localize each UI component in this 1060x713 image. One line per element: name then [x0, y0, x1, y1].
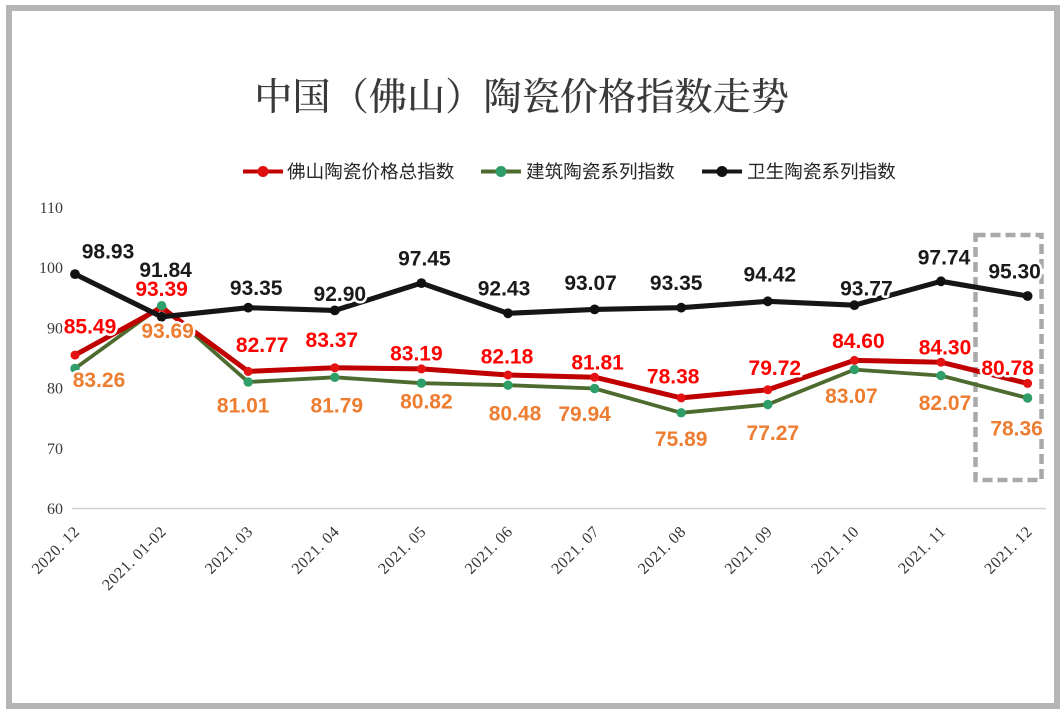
svg-text:94.42: 94.42 — [744, 264, 797, 287]
svg-text:83.37: 83.37 — [306, 329, 359, 352]
svg-text:85.49: 85.49 — [64, 316, 117, 339]
svg-text:92.90: 92.90 — [314, 283, 367, 306]
svg-text:60: 60 — [47, 501, 63, 518]
svg-text:77.27: 77.27 — [747, 422, 800, 445]
svg-text:81.01: 81.01 — [217, 394, 270, 417]
svg-text:95.30: 95.30 — [988, 260, 1041, 283]
svg-text:83.07: 83.07 — [825, 385, 878, 408]
svg-text:82.07: 82.07 — [919, 392, 972, 415]
svg-text:81.79: 81.79 — [311, 395, 364, 418]
svg-text:84.30: 84.30 — [919, 337, 972, 360]
svg-text:97.74: 97.74 — [918, 247, 971, 270]
svg-text:93.77: 93.77 — [840, 278, 893, 301]
svg-text:110: 110 — [40, 200, 63, 217]
svg-text:93.35: 93.35 — [650, 272, 703, 295]
svg-text:93.69: 93.69 — [141, 320, 194, 343]
svg-text:83.26: 83.26 — [73, 369, 126, 392]
svg-text:70: 70 — [47, 441, 63, 458]
svg-text:80.78: 80.78 — [981, 357, 1034, 380]
svg-text:79.72: 79.72 — [749, 357, 802, 380]
svg-text:82.77: 82.77 — [236, 334, 289, 357]
svg-text:97.45: 97.45 — [398, 248, 451, 271]
svg-text:80.82: 80.82 — [400, 391, 453, 414]
svg-text:90: 90 — [47, 320, 63, 337]
svg-text:78.36: 78.36 — [990, 417, 1043, 440]
svg-text:78.38: 78.38 — [647, 365, 700, 388]
svg-text:91.84: 91.84 — [139, 259, 192, 282]
svg-text:93.39: 93.39 — [135, 278, 188, 301]
svg-text:83.19: 83.19 — [390, 342, 443, 365]
svg-text:98.93: 98.93 — [82, 241, 135, 264]
svg-text:82.18: 82.18 — [481, 345, 534, 368]
svg-text:80: 80 — [47, 381, 63, 398]
svg-text:75.89: 75.89 — [655, 428, 708, 451]
svg-text:79.94: 79.94 — [558, 403, 611, 426]
svg-text:100: 100 — [39, 260, 63, 277]
svg-text:84.60: 84.60 — [832, 330, 885, 353]
svg-text:93.35: 93.35 — [230, 277, 283, 300]
svg-text:93.07: 93.07 — [564, 272, 617, 295]
svg-text:80.48: 80.48 — [489, 403, 542, 426]
svg-text:92.43: 92.43 — [478, 278, 531, 301]
svg-text:81.81: 81.81 — [571, 352, 624, 375]
